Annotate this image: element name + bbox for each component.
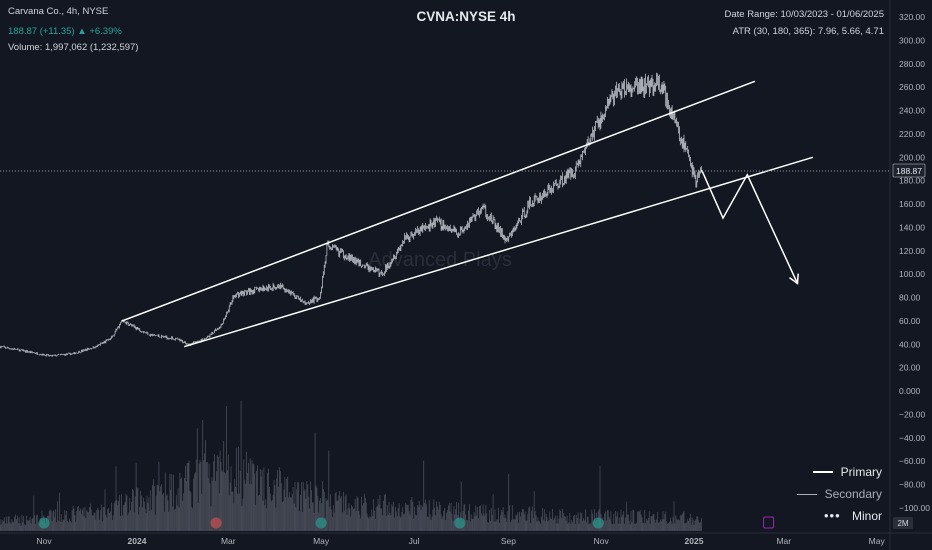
y-tick-label: −100.00: [899, 503, 930, 513]
event-markers: [38, 516, 775, 529]
y-tick-label: 260.00: [899, 82, 925, 92]
x-tick-label: 2025: [685, 536, 704, 546]
earnings-icon[interactable]: [454, 517, 466, 529]
y-tick-label: 120.00: [899, 246, 925, 256]
last-price-tag-bg: [892, 163, 926, 178]
legend-primary[interactable]: Primary: [812, 465, 882, 479]
date-range-label: Date Range: 10/03/2023 - 01/06/2025: [724, 9, 884, 20]
channel-lower-line[interactable]: [183, 156, 814, 348]
volume-line: Volume: 1,997,062 (1,232,597): [8, 42, 139, 53]
x-tick-label: Nov: [37, 536, 53, 546]
y-tick-label: 0.000: [899, 386, 921, 396]
x-tick-label: 2024: [128, 536, 147, 546]
channel-upper-line[interactable]: [121, 80, 756, 322]
y-tick-label: 160.00: [899, 199, 925, 209]
y-tick-label: −20.00: [899, 410, 926, 420]
y-tick-label: 40.00: [899, 339, 921, 349]
projection-arrowhead: [789, 273, 799, 285]
volume-unit-tag: 2M: [897, 519, 908, 528]
earnings-icon[interactable]: [210, 517, 222, 529]
projection-path-line[interactable]: [701, 169, 799, 284]
trend-lines: [121, 80, 814, 348]
y-tick-label: 200.00: [899, 152, 925, 162]
earnings-icon[interactable]: [315, 517, 327, 529]
y-tick-label: 80.00: [899, 293, 921, 303]
x-tick-label: Nov: [594, 536, 610, 546]
x-tick-label: Mar: [221, 536, 236, 546]
y-tick-label: 60.00: [899, 316, 921, 326]
legend-minor-label: Minor: [851, 509, 882, 523]
x-tick-label: Mar: [776, 536, 791, 546]
dotted-line-icon: •••: [823, 508, 841, 523]
y-tick-label: 140.00: [899, 222, 925, 232]
price-change-line: 188.87 (+11.35) ▲ +6.39%: [8, 26, 122, 37]
candle-series: [0, 72, 702, 357]
volume-unit-tag-bg: [893, 517, 913, 529]
y-tick-label: 300.00: [899, 35, 925, 45]
x-tick-label: May: [313, 536, 330, 546]
legend-secondary[interactable]: Secondary: [796, 487, 882, 501]
legend-secondary-label: Secondary: [824, 487, 882, 501]
y-tick-label: 100.00: [899, 269, 925, 279]
symbol-line: Carvana Co., 4h, NYSE: [8, 6, 109, 17]
earnings-icon[interactable]: [38, 517, 50, 529]
y-tick-label: 220.00: [899, 129, 925, 139]
volume-bars: [0, 401, 702, 531]
y-tick-label: 320.00: [899, 12, 925, 22]
x-tick-label: May: [869, 536, 886, 546]
y-tick-label: 240.00: [899, 106, 925, 116]
watermark-text: Advanced Plays: [368, 249, 511, 271]
legend-primary-label: Primary: [840, 465, 882, 479]
y-tick-label: −40.00: [899, 433, 926, 443]
y-tick-label: 20.00: [899, 363, 921, 373]
thin-line-icon: [796, 493, 817, 495]
earnings-icon[interactable]: [592, 517, 604, 529]
y-tick-label: −80.00: [899, 480, 926, 490]
x-tick-label: Sep: [501, 536, 516, 546]
legend-minor[interactable]: ••• Minor: [824, 509, 882, 523]
atr-label: ATR (30, 180, 365): 7.96, 5.66, 4.71: [732, 26, 884, 37]
upcoming-earnings-icon[interactable]: [763, 516, 775, 529]
y-tick-label: 180.00: [899, 176, 925, 186]
solid-line-icon: [812, 471, 833, 473]
y-tick-label: −60.00: [899, 456, 926, 466]
chart-title: CVNA:NYSE 4h: [416, 9, 516, 24]
x-tick-label: Jul: [409, 536, 420, 546]
last-price-tag: 188.87: [896, 166, 922, 176]
y-tick-label: 280.00: [899, 59, 925, 69]
